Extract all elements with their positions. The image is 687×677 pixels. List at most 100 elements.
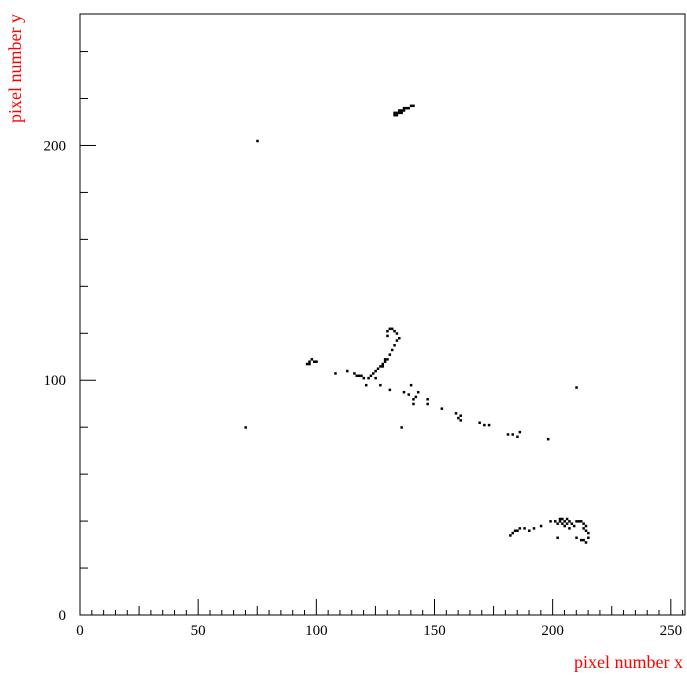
data-point xyxy=(556,536,559,540)
data-point xyxy=(556,522,559,525)
data-point xyxy=(532,527,536,530)
data-point xyxy=(575,386,578,389)
data-point xyxy=(308,362,311,366)
x-tick-label: 250 xyxy=(660,623,683,639)
x-tick-label: 50 xyxy=(191,623,206,639)
data-point xyxy=(256,139,259,143)
data-point xyxy=(575,536,578,540)
data-point xyxy=(440,407,444,410)
data-point xyxy=(584,541,588,544)
data-point xyxy=(379,365,382,368)
data-point xyxy=(388,353,392,356)
data-point xyxy=(509,534,512,537)
data-point xyxy=(398,109,401,112)
data-point xyxy=(369,374,373,378)
data-point xyxy=(582,538,585,542)
data-point xyxy=(483,423,486,427)
data-point xyxy=(310,358,314,361)
data-point xyxy=(390,327,394,331)
data-point xyxy=(523,527,526,530)
data-point xyxy=(346,369,349,373)
data-point xyxy=(374,376,377,380)
x-axis-title: pixel number x xyxy=(574,652,683,672)
data-point xyxy=(400,109,403,112)
data-point xyxy=(383,358,387,361)
data-point xyxy=(587,536,590,540)
data-point xyxy=(367,376,370,380)
data-point xyxy=(376,367,380,370)
data-point xyxy=(412,104,415,108)
data-point xyxy=(360,374,363,378)
data-point xyxy=(388,327,392,331)
plot-frame xyxy=(79,13,686,616)
data-point xyxy=(398,336,401,340)
data-point xyxy=(558,520,562,523)
y-tick-label: 0 xyxy=(59,608,67,624)
y-axis-ticks: 0 100 200 xyxy=(44,51,96,624)
data-point xyxy=(511,433,514,436)
data-point xyxy=(390,348,394,352)
data-point xyxy=(362,376,366,380)
data-point xyxy=(561,517,564,521)
data-point xyxy=(459,419,462,422)
data-point xyxy=(244,426,247,429)
data-point xyxy=(459,414,462,417)
data-point xyxy=(312,360,316,363)
data-point xyxy=(405,106,408,110)
data-point xyxy=(372,372,375,375)
data-point xyxy=(580,538,583,542)
data-point xyxy=(584,529,588,532)
x-tick-label: 150 xyxy=(423,623,446,639)
data-point xyxy=(554,520,557,523)
data-point xyxy=(374,369,377,373)
data-point xyxy=(402,106,406,110)
data-point xyxy=(393,344,396,347)
data-point xyxy=(355,374,359,378)
data-point xyxy=(395,111,399,115)
data-point xyxy=(398,111,401,115)
data-point xyxy=(412,398,415,401)
data-point xyxy=(561,522,564,525)
data-point xyxy=(563,520,566,523)
data-point xyxy=(565,517,569,521)
data-point xyxy=(407,106,410,110)
data-point xyxy=(315,360,318,363)
data-point xyxy=(402,390,406,394)
data-point xyxy=(409,383,413,387)
y-axis-title: pixel number y xyxy=(5,14,25,123)
data-point xyxy=(516,529,519,532)
data-point xyxy=(454,412,458,415)
data-point xyxy=(395,339,399,342)
data-point xyxy=(381,365,384,368)
data-point xyxy=(582,527,585,530)
data-point xyxy=(582,522,585,525)
data-point xyxy=(513,529,517,532)
data-point xyxy=(568,527,571,530)
data-point xyxy=(386,358,389,361)
data-point xyxy=(393,329,396,333)
data-point xyxy=(400,426,403,429)
data-point xyxy=(426,402,429,406)
x-axis-ticks: 0 50 100 150 200 250 xyxy=(76,599,684,639)
data-point xyxy=(528,529,531,532)
data-point xyxy=(518,430,522,434)
data-point xyxy=(546,437,550,441)
data-point xyxy=(478,421,481,424)
data-point xyxy=(334,372,337,375)
data-point xyxy=(549,520,552,523)
data-point xyxy=(357,374,361,378)
data-point xyxy=(386,329,389,333)
data-point xyxy=(393,111,396,115)
data-point xyxy=(400,111,403,115)
data-point xyxy=(407,393,410,396)
data-point xyxy=(379,383,382,387)
data-point xyxy=(577,520,581,523)
data-point xyxy=(386,334,389,338)
data-point xyxy=(516,435,519,439)
data-point xyxy=(388,388,392,392)
data-point xyxy=(402,109,406,112)
data-point xyxy=(416,390,420,394)
data-point xyxy=(353,372,356,375)
data-point xyxy=(558,517,562,521)
